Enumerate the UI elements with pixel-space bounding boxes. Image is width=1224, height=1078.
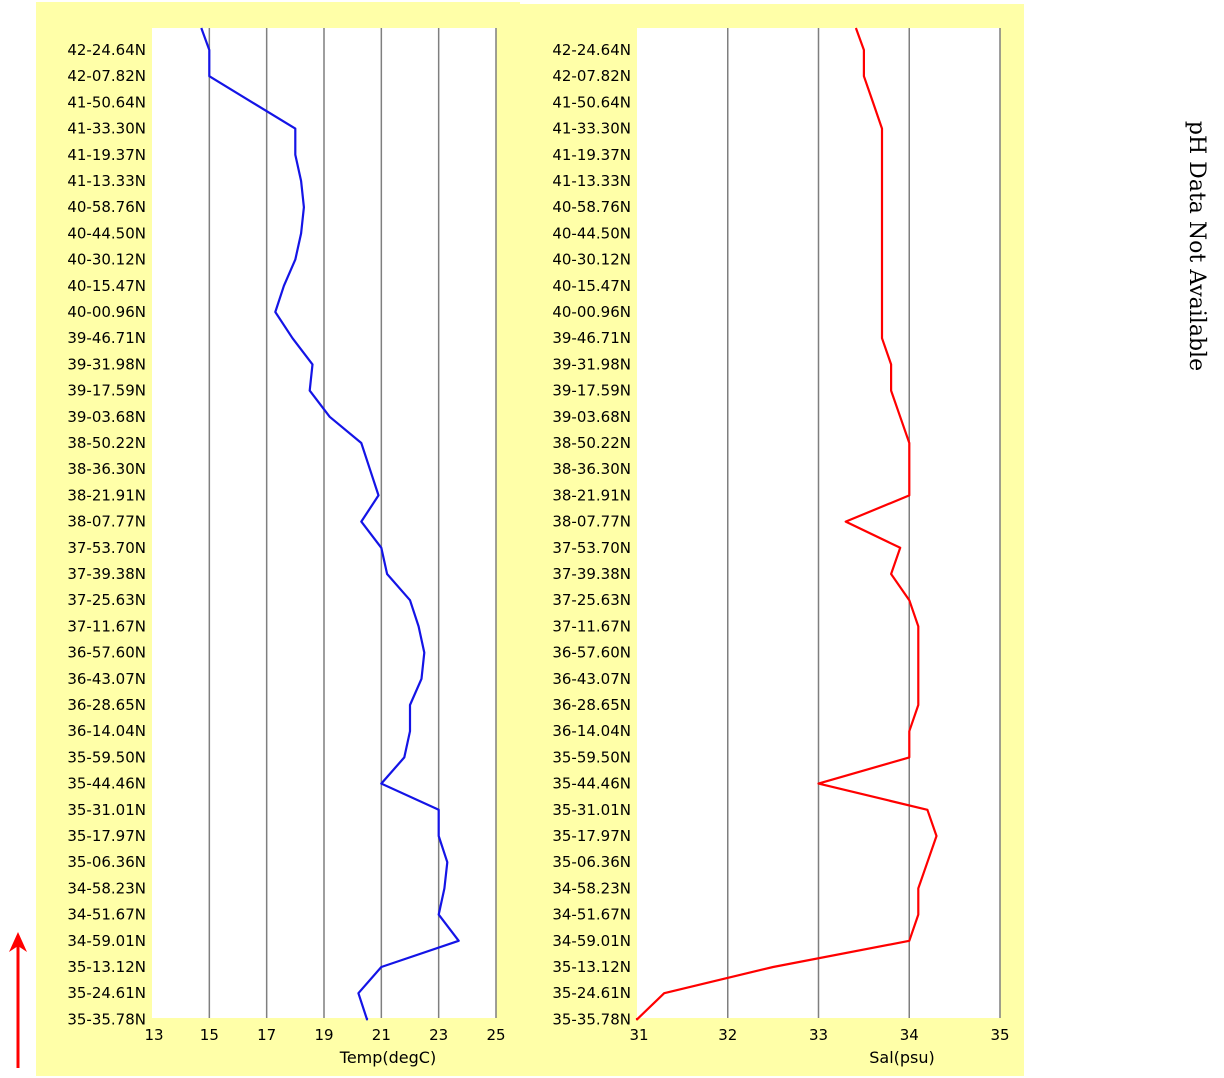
latitude-label: 41-33.30N [552, 120, 631, 138]
latitude-label: 35-06.36N [67, 853, 146, 871]
latitude-label: 41-13.33N [552, 172, 631, 190]
latitude-label: 40-00.96N [552, 303, 631, 321]
latitude-label: 40-44.50N [552, 224, 631, 242]
latitude-label: 41-50.64N [67, 93, 146, 111]
latitude-label: 39-03.68N [67, 408, 146, 426]
latitude-label: 35-13.12N [552, 958, 631, 976]
latitude-label: 37-11.67N [552, 617, 631, 635]
ph-unavailable-message: pH Data Not Available [1184, 121, 1209, 371]
salinity-panel: 42-24.64N 42-07.82N 41-50.64N 41-33.30N 41-1… [520, 4, 1024, 1076]
x-tick-label: 15 [200, 1026, 219, 1044]
latitude-label: 42-07.82N [67, 67, 146, 85]
x-tick-label: 35 [990, 1026, 1009, 1044]
latitude-label: 35-31.01N [552, 801, 631, 819]
latitude-label: 37-11.67N [67, 617, 146, 635]
latitude-label: 39-46.71N [67, 329, 146, 347]
latitude-label: 42-24.64N [552, 41, 631, 59]
x-tick-label: 13 [144, 1026, 163, 1044]
latitude-label: 36-28.65N [552, 696, 631, 714]
latitude-label: 38-07.77N [67, 513, 146, 531]
latitude-label: 39-03.68N [552, 408, 631, 426]
latitude-label: 34-51.67N [67, 906, 146, 924]
latitude-label: 35-17.97N [67, 827, 146, 845]
x-tick-label: 32 [718, 1026, 737, 1044]
latitude-label: 40-15.47N [67, 277, 146, 295]
latitude-label: 35-31.01N [67, 801, 146, 819]
latitude-label: 38-21.91N [67, 486, 146, 504]
latitude-label: 41-33.30N [67, 120, 146, 138]
direction-arrow-icon [9, 932, 27, 1068]
latitude-label: 35-17.97N [552, 827, 631, 845]
latitude-label: 40-30.12N [552, 251, 631, 269]
latitude-label: 39-31.98N [552, 355, 631, 373]
latitude-label: 34-58.23N [552, 879, 631, 897]
latitude-label: 42-07.82N [552, 67, 631, 85]
latitude-label: 40-58.76N [67, 198, 146, 216]
latitude-label: 41-19.37N [67, 146, 146, 164]
latitude-label: 40-58.76N [552, 198, 631, 216]
latitude-label: 36-43.07N [552, 670, 631, 688]
latitude-label: 35-35.78N [67, 1010, 146, 1028]
latitude-label: 37-25.63N [552, 591, 631, 609]
latitude-label: 37-53.70N [552, 539, 631, 557]
latitude-label: 39-31.98N [67, 355, 146, 373]
latitude-label: 36-14.04N [552, 722, 631, 740]
latitude-label: 40-15.47N [552, 277, 631, 295]
x-tick-label: 33 [809, 1026, 828, 1044]
latitude-label: 36-57.60N [552, 644, 631, 662]
latitude-label: 38-21.91N [552, 486, 631, 504]
latitude-label: 37-25.63N [67, 591, 146, 609]
latitude-label: 40-30.12N [67, 251, 146, 269]
latitude-label: 36-14.04N [67, 722, 146, 740]
salinity-series-line [635, 27, 938, 1021]
latitude-label: 38-07.77N [552, 513, 631, 531]
latitude-label: 41-50.64N [552, 93, 631, 111]
latitude-label: 41-13.33N [67, 172, 146, 190]
latitude-label: 37-39.38N [67, 565, 146, 583]
latitude-label: 35-24.61N [552, 984, 631, 1002]
latitude-label: 38-36.30N [67, 460, 146, 478]
temperature-series-line [200, 27, 460, 1021]
latitude-label: 39-17.59N [552, 382, 631, 400]
latitude-label: 35-24.61N [67, 984, 146, 1002]
temperature-axis-title: Temp(degC) [339, 1048, 436, 1067]
latitude-label: 35-59.50N [552, 748, 631, 766]
latitude-label: 35-44.46N [552, 775, 631, 793]
salinity-axis-title: Sal(psu) [869, 1048, 935, 1067]
latitude-label: 34-58.23N [67, 879, 146, 897]
latitude-label: 39-46.71N [552, 329, 631, 347]
latitude-label: 35-13.12N [67, 958, 146, 976]
latitude-label: 38-36.30N [552, 460, 631, 478]
latitude-label: 35-06.36N [552, 853, 631, 871]
x-tick-label: 31 [629, 1026, 648, 1044]
latitude-label: 38-50.22N [67, 434, 146, 452]
x-tick-label: 17 [257, 1026, 276, 1044]
x-tick-label: 34 [900, 1026, 919, 1044]
x-tick-label: 25 [486, 1026, 505, 1044]
latitude-label: 34-51.67N [552, 906, 631, 924]
latitude-label: 40-44.50N [67, 224, 146, 242]
latitude-label: 34-59.01N [552, 932, 631, 950]
latitude-label: 36-57.60N [67, 644, 146, 662]
temperature-panel: 42-24.64N 42-07.82N 41-50.64N 41-33.30N 41-1… [36, 2, 520, 1076]
latitude-label: 35-35.78N [552, 1010, 631, 1028]
x-tick-label: 23 [429, 1026, 448, 1044]
latitude-label: 36-43.07N [67, 670, 146, 688]
x-tick-label: 19 [314, 1026, 333, 1044]
latitude-label: 41-19.37N [552, 146, 631, 164]
latitude-label: 42-24.64N [67, 41, 146, 59]
latitude-label: 38-50.22N [552, 434, 631, 452]
latitude-label: 35-44.46N [67, 775, 146, 793]
latitude-label: 34-59.01N [67, 932, 146, 950]
latitude-label: 37-53.70N [67, 539, 146, 557]
latitude-label: 35-59.50N [67, 748, 146, 766]
latitude-label: 37-39.38N [552, 565, 631, 583]
x-tick-label: 21 [372, 1026, 391, 1044]
latitude-label: 39-17.59N [67, 382, 146, 400]
latitude-label: 40-00.96N [67, 303, 146, 321]
latitude-label: 36-28.65N [67, 696, 146, 714]
